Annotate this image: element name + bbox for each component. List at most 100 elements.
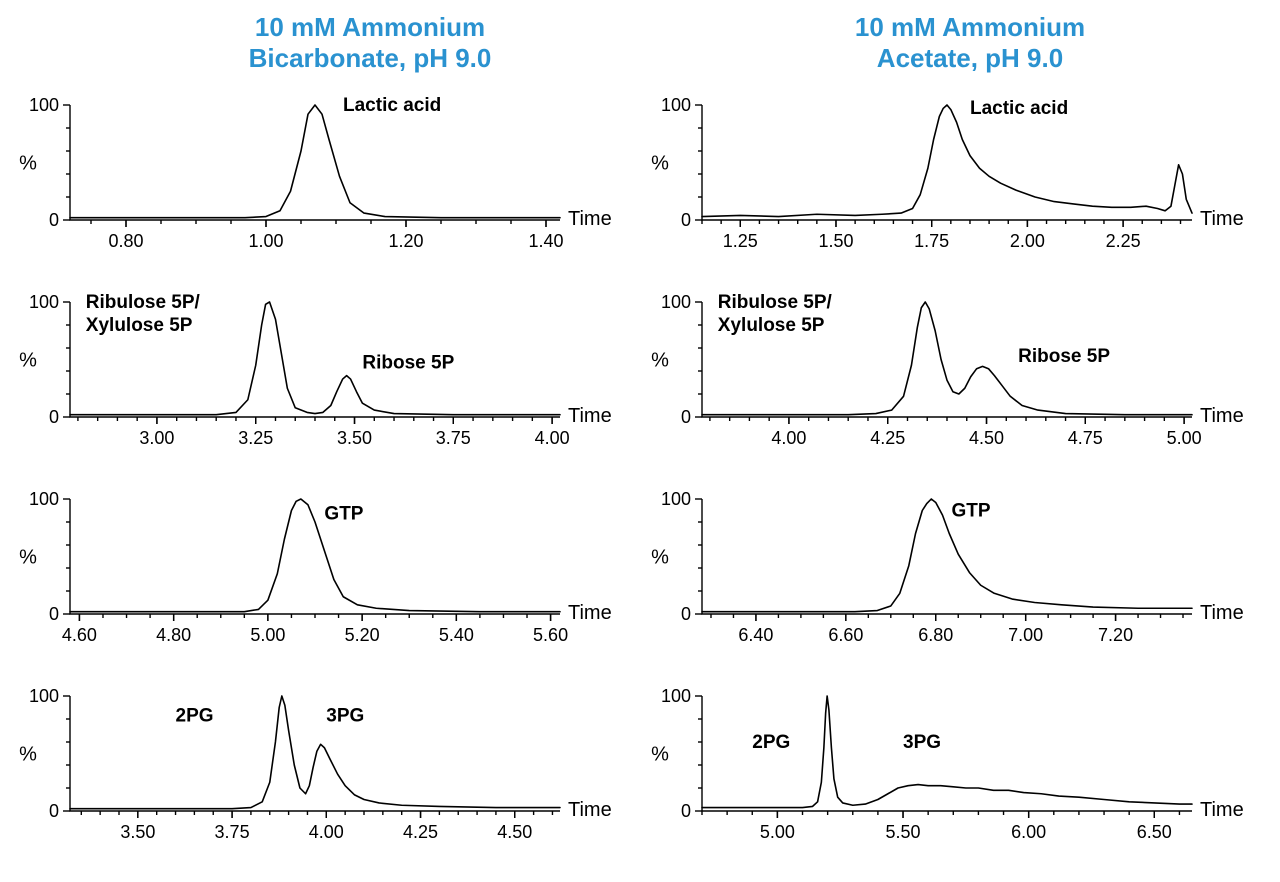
y-axis-label: %	[651, 744, 669, 766]
xtick-label: 4.25	[870, 428, 905, 448]
peak-label: Lactic acid	[970, 98, 1068, 119]
axes	[702, 696, 1192, 811]
x-axis-label: Time	[1200, 602, 1244, 624]
peak-label: GTP	[951, 500, 990, 521]
xtick-label: 2.00	[1010, 231, 1045, 251]
ytick-label: 100	[29, 686, 59, 706]
x-axis-label: Time	[568, 208, 612, 230]
col-title-left-l1: 10 mM Ammonium	[255, 12, 485, 42]
chromatogram-trace	[70, 105, 560, 218]
xtick-label: 6.00	[1011, 822, 1046, 842]
xtick-label: 6.60	[828, 625, 863, 645]
x-axis-label: Time	[1200, 799, 1244, 821]
ytick-label: 100	[29, 292, 59, 312]
xtick-label: 5.00	[1167, 428, 1202, 448]
ytick-label: 0	[681, 604, 691, 624]
peak-label: Ribulose 5P/	[718, 292, 833, 313]
xtick-label: 1.00	[248, 231, 283, 251]
ytick-label: 0	[49, 604, 59, 624]
x-axis-label: Time	[1200, 208, 1244, 230]
peak-label: 2PG	[176, 705, 214, 726]
xtick-label: 5.40	[439, 625, 474, 645]
xtick-label: 7.00	[1008, 625, 1043, 645]
ytick-label: 0	[681, 407, 691, 427]
y-axis-label: %	[19, 547, 37, 569]
x-axis-label: Time	[568, 405, 612, 427]
peak-label: 3PG	[903, 732, 941, 753]
xtick-label: 3.25	[238, 428, 273, 448]
col-title-left-l2: Bicarbonate, pH 9.0	[249, 43, 492, 73]
chromatogram-trace	[702, 499, 1192, 612]
x-axis-label: Time	[568, 602, 612, 624]
col-title-right-l2: Acetate, pH 9.0	[877, 43, 1063, 73]
y-axis-label: %	[19, 350, 37, 372]
axes	[70, 696, 560, 811]
column-title-left: 10 mM Ammonium Bicarbonate, pH 9.0	[110, 12, 630, 73]
col-title-right-l1: 10 mM Ammonium	[855, 12, 1085, 42]
peak-label: Lactic acid	[343, 95, 441, 116]
ytick-label: 0	[49, 407, 59, 427]
xtick-label: 1.40	[528, 231, 563, 251]
xtick-label: 3.50	[120, 822, 155, 842]
chromatogram-panel: 0 100% 4.00 4.25 4.50 4.75 5.00Time Ribulose 5P…	[640, 282, 1260, 477]
ytick-label: 100	[661, 292, 691, 312]
chromatogram-panel: 0100%5.005.506.006.50Time2PG3PG	[640, 676, 1260, 871]
x-axis-label: Time	[1200, 405, 1244, 427]
y-axis-label: %	[651, 350, 669, 372]
xtick-label: 4.50	[969, 428, 1004, 448]
xtick-label: 0.80	[108, 231, 143, 251]
xtick-label: 6.50	[1137, 822, 1172, 842]
axes	[702, 105, 1192, 220]
xtick-label: 4.60	[62, 625, 97, 645]
ytick-label: 100	[29, 489, 59, 509]
peak-label: Xylulose 5P	[718, 315, 825, 336]
figure-root: 10 mM Ammonium Bicarbonate, pH 9.0 10 mM…	[0, 0, 1280, 882]
peak-label: GTP	[324, 504, 363, 525]
ytick-label: 0	[49, 801, 59, 821]
chromatogram-panel: 0100%6.406.606.807.007.20TimeGTP	[640, 479, 1260, 674]
ytick-label: 0	[681, 801, 691, 821]
axes	[70, 105, 560, 220]
ytick-label: 0	[49, 210, 59, 230]
chromatogram-panel: 0 100% 1.25 1.50 1.75 2.00 2.25 Time Lactic acid	[640, 85, 1260, 280]
xtick-label: 5.00	[760, 822, 795, 842]
column-title-right: 10 mM Ammonium Acetate, pH 9.0	[710, 12, 1230, 73]
xtick-label: 3.50	[337, 428, 372, 448]
chromatogram-panel: 0100%3.503.754.004.254.50Time2PG3PG	[8, 676, 628, 871]
xtick-label: 5.20	[345, 625, 380, 645]
xtick-label: 5.00	[250, 625, 285, 645]
xtick-label: 5.60	[533, 625, 568, 645]
xtick-label: 4.00	[535, 428, 570, 448]
xtick-label: 1.50	[818, 231, 853, 251]
xtick-label: 3.00	[139, 428, 174, 448]
y-axis-label: %	[19, 153, 37, 175]
xtick-label: 4.75	[1068, 428, 1103, 448]
chromatogram-panel: 0100%0.801.001.201.40TimeLactic acid	[8, 85, 628, 280]
ytick-label: 100	[661, 95, 691, 115]
xtick-label: 1.25	[723, 231, 758, 251]
peak-label: 2PG	[752, 732, 790, 753]
xtick-label: 7.20	[1098, 625, 1133, 645]
ytick-label: 100	[661, 489, 691, 509]
peak-label: 3PG	[326, 705, 364, 726]
xtick-label: 4.50	[497, 822, 532, 842]
xtick-label: 4.00	[771, 428, 806, 448]
xtick-label: 6.80	[918, 625, 953, 645]
peak-label: Ribose 5P	[1018, 346, 1110, 367]
y-axis-label: %	[651, 153, 669, 175]
xtick-label: 2.25	[1106, 231, 1141, 251]
xtick-label: 4.00	[309, 822, 344, 842]
chromatogram-panel: 0100%4.604.805.005.205.405.60TimeGTP	[8, 479, 628, 674]
xtick-label: 1.20	[388, 231, 423, 251]
xtick-label: 6.40	[738, 625, 773, 645]
chromatogram-panel: 0100%3.003.253.503.754.00TimeRibulose 5P…	[8, 282, 628, 477]
peak-label: Ribose 5P	[362, 353, 454, 374]
xtick-label: 3.75	[215, 822, 250, 842]
peak-label: Xylulose 5P	[86, 315, 193, 336]
peak-label: Ribulose 5P/	[86, 292, 201, 313]
xtick-label: 4.25	[403, 822, 438, 842]
ytick-label: 100	[661, 686, 691, 706]
ytick-label: 0	[681, 210, 691, 230]
chromatogram-trace	[70, 499, 560, 612]
xtick-label: 1.75	[914, 231, 949, 251]
